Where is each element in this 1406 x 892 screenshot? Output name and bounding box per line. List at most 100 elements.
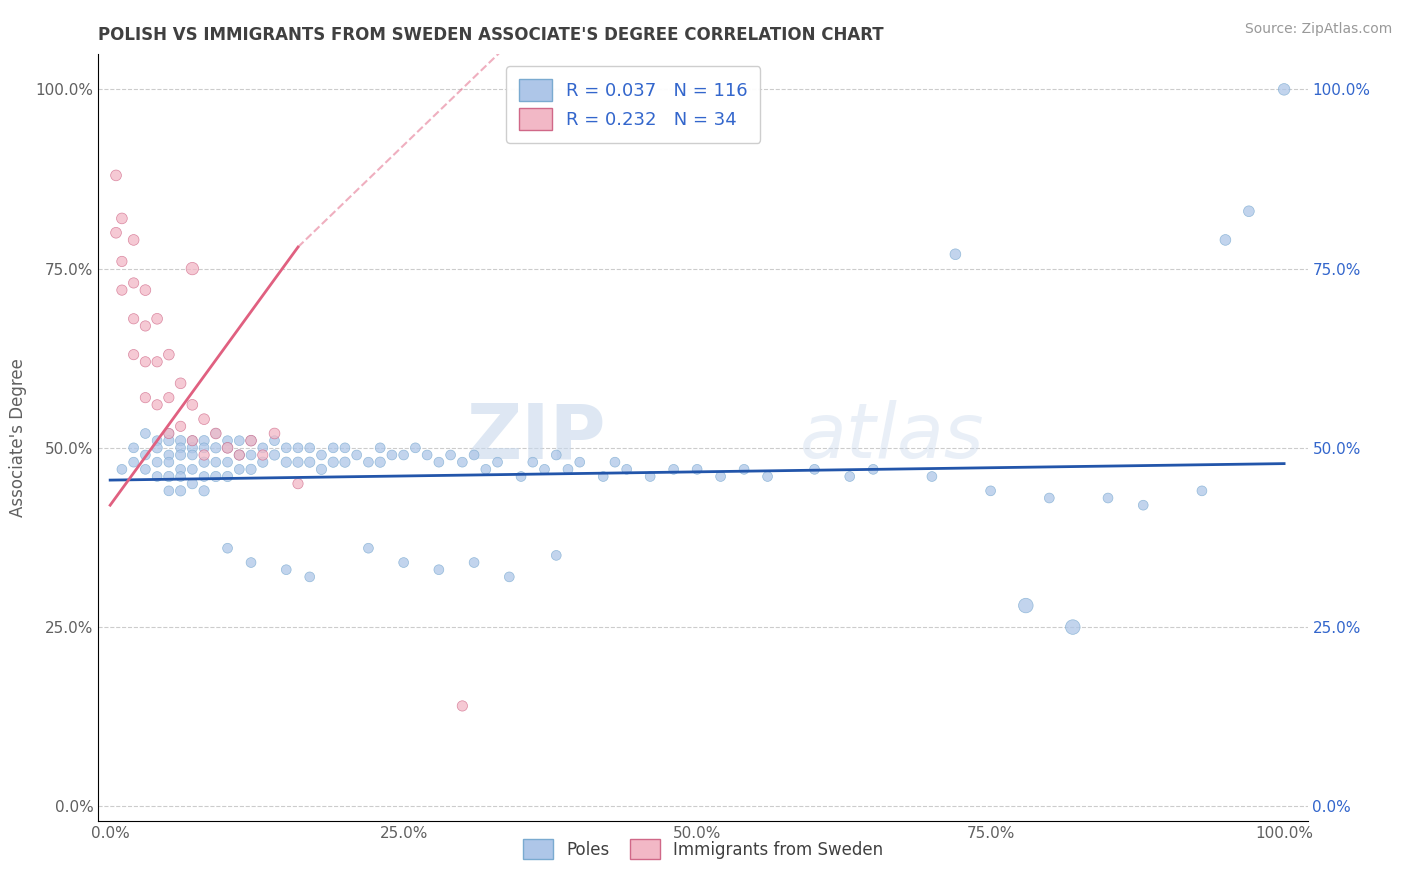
Point <box>105 169 128 183</box>
Point <box>146 455 169 469</box>
Point <box>146 311 169 326</box>
Point <box>276 455 298 469</box>
Point <box>204 469 226 483</box>
Point <box>157 469 180 483</box>
Point <box>122 233 145 247</box>
Point <box>157 455 180 469</box>
Point <box>276 441 298 455</box>
Point <box>838 469 860 483</box>
Point <box>228 462 250 476</box>
Point <box>111 211 134 226</box>
Point <box>111 462 134 476</box>
Point <box>193 434 215 448</box>
Point <box>157 426 180 441</box>
Point <box>228 434 250 448</box>
Point <box>616 462 638 476</box>
Point <box>181 261 204 276</box>
Point <box>333 455 356 469</box>
Point <box>146 469 169 483</box>
Point <box>204 441 226 455</box>
Point <box>427 455 450 469</box>
Point <box>276 563 298 577</box>
Point <box>181 476 204 491</box>
Point <box>134 462 156 476</box>
Point <box>217 469 239 483</box>
Point <box>381 448 404 462</box>
Point <box>105 226 128 240</box>
Point <box>122 441 145 455</box>
Legend: Poles, Immigrants from Sweden: Poles, Immigrants from Sweden <box>516 832 890 866</box>
Point <box>252 448 274 462</box>
Point <box>333 441 356 455</box>
Point <box>263 448 285 462</box>
Point <box>287 441 309 455</box>
Point <box>263 426 285 441</box>
Point <box>686 462 709 476</box>
Point <box>193 412 215 426</box>
Point <box>1132 498 1154 512</box>
Point <box>439 448 461 462</box>
Point <box>392 556 415 570</box>
Point <box>240 448 263 462</box>
Point <box>945 247 967 261</box>
Point <box>252 455 274 469</box>
Point <box>662 462 685 476</box>
Point <box>181 434 204 448</box>
Point <box>710 469 733 483</box>
Point <box>287 455 309 469</box>
Point <box>134 391 156 405</box>
Point <box>217 455 239 469</box>
Point <box>217 441 239 455</box>
Point <box>252 441 274 455</box>
Text: atlas: atlas <box>800 401 984 474</box>
Point <box>451 455 474 469</box>
Point <box>533 462 555 476</box>
Point <box>157 448 180 462</box>
Point <box>1097 491 1119 505</box>
Point <box>134 448 156 462</box>
Point <box>181 462 204 476</box>
Point <box>1038 491 1060 505</box>
Point <box>122 348 145 362</box>
Point <box>392 448 415 462</box>
Point <box>287 476 309 491</box>
Point <box>193 483 215 498</box>
Point <box>1215 233 1237 247</box>
Point <box>1272 82 1295 96</box>
Point <box>146 355 169 369</box>
Point <box>181 448 204 462</box>
Point <box>134 318 156 333</box>
Point <box>169 469 191 483</box>
Point <box>522 455 544 469</box>
Point <box>240 434 263 448</box>
Point <box>157 483 180 498</box>
Point <box>146 398 169 412</box>
Point <box>169 483 191 498</box>
Point <box>228 448 250 462</box>
Point <box>862 462 884 476</box>
Point <box>368 441 391 455</box>
Point <box>134 355 156 369</box>
Point <box>510 469 533 483</box>
Point <box>1015 599 1038 613</box>
Point <box>157 391 180 405</box>
Point <box>498 570 520 584</box>
Point <box>322 455 344 469</box>
Point <box>322 441 344 455</box>
Point <box>181 441 204 455</box>
Point <box>228 448 250 462</box>
Point <box>603 455 626 469</box>
Point <box>803 462 825 476</box>
Point <box>298 455 321 469</box>
Point <box>921 469 943 483</box>
Point <box>169 376 191 391</box>
Point <box>146 441 169 455</box>
Text: ZIP: ZIP <box>467 401 606 474</box>
Point <box>298 570 321 584</box>
Point <box>157 434 180 448</box>
Point <box>463 448 485 462</box>
Point <box>311 462 333 476</box>
Point <box>427 563 450 577</box>
Point <box>368 455 391 469</box>
Point <box>486 455 509 469</box>
